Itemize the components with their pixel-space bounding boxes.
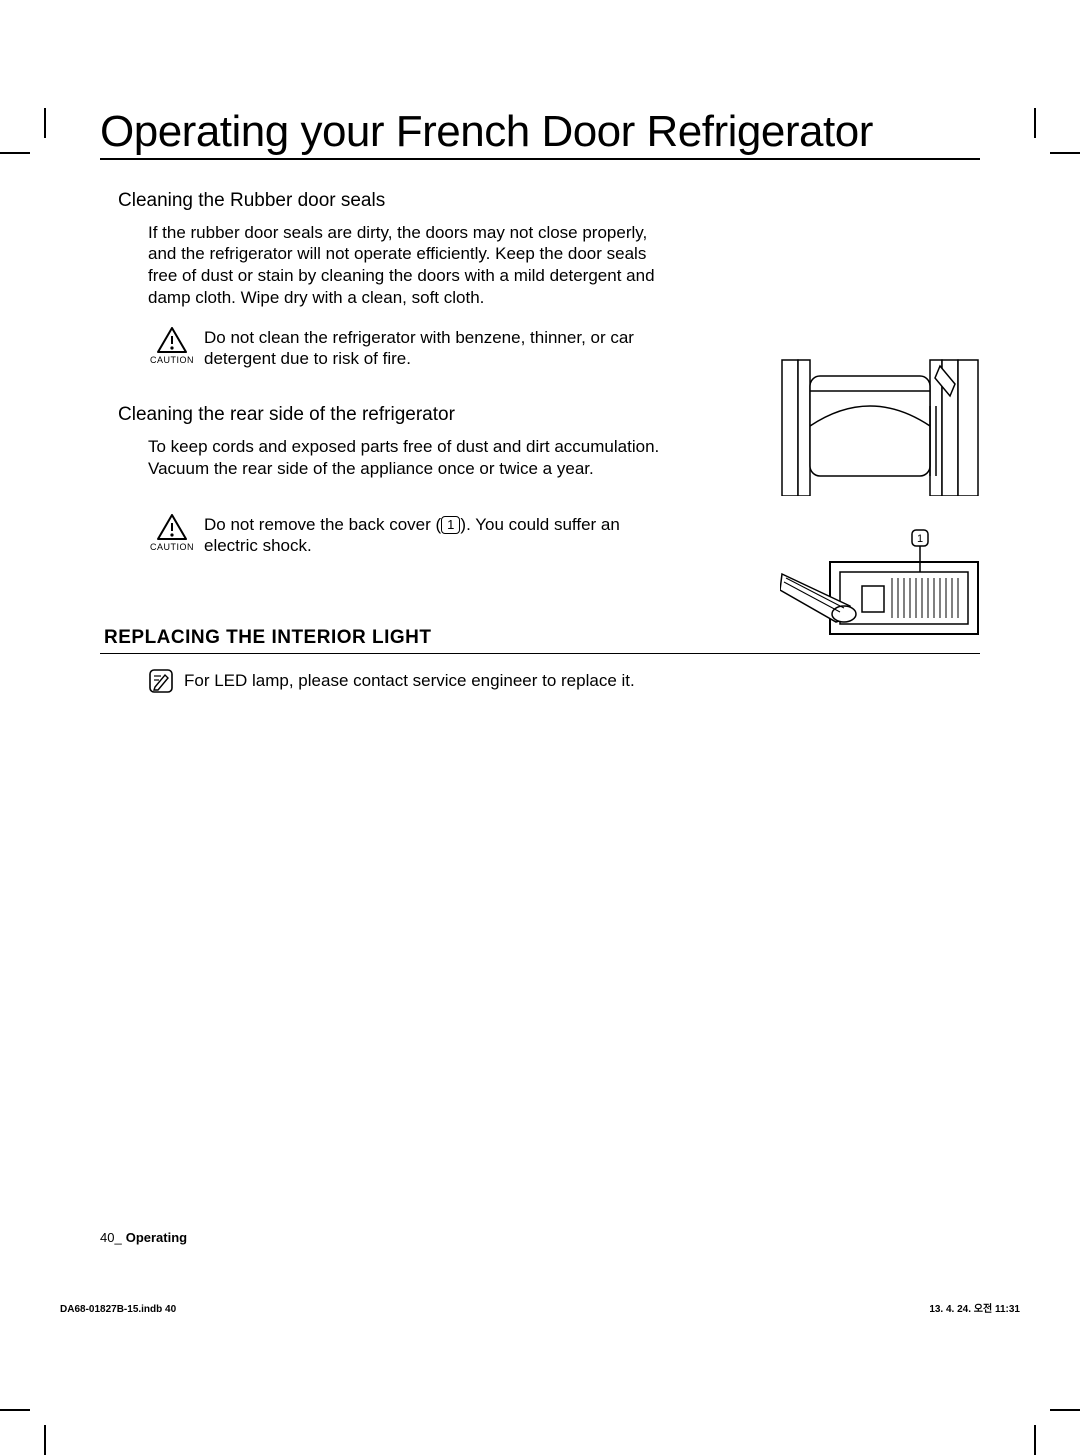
footer-date: 13. 4. 24. 오전 11:31 [929,1300,1020,1315]
footer-section-label: Operating [126,1230,187,1245]
footer-page-number: 40 [100,1230,114,1245]
caution-icon: CAUTION [148,327,196,365]
footer-file: DA68-01827B-15.indb 40 [60,1304,176,1315]
section-rule [100,653,980,654]
body-row-seals: If the rubber door seals are dirty, the … [100,222,980,309]
crop-mark [1034,1425,1036,1455]
body-text-seals: If the rubber door seals are dirty, the … [148,222,668,309]
crop-mark [44,108,46,138]
note-icon [148,668,174,694]
illustration-door-seal [780,356,980,496]
title-rule [100,158,980,160]
crop-mark [0,1409,30,1411]
caution-text-seals: Do not clean the refrigerator with benze… [204,327,664,371]
crop-mark [1050,1409,1080,1411]
body-text-rear: To keep cords and exposed parts free of … [148,436,668,480]
inline-callout: 1 [441,516,460,534]
crop-mark [0,152,30,154]
caution-icon: CAUTION [148,514,196,552]
crop-mark [44,1425,46,1455]
caution-text-rear-a: Do not remove the back cover ( [204,515,441,534]
crop-mark [1034,108,1036,138]
caution-label: CAUTION [150,355,194,365]
subhead-seals: Cleaning the Rubber door seals [118,190,980,212]
illustration-callout-number: 1 [917,533,923,545]
warning-triangle-icon [157,514,187,540]
manual-page: Operating your French Door Refrigerator … [0,108,1080,1455]
warning-triangle-icon [157,327,187,353]
footer-page-label: 40_Operating [100,1230,187,1245]
page-title: Operating your French Door Refrigerator [100,108,980,156]
note-text: For LED lamp, please contact service eng… [184,671,635,691]
crop-mark [1050,152,1080,154]
caution-text-rear: Do not remove the back cover (1). You co… [204,514,664,558]
illustration-rear-vacuum: 1 [780,528,980,646]
note-row: For LED lamp, please contact service eng… [148,668,980,694]
caution-label: CAUTION [150,542,194,552]
